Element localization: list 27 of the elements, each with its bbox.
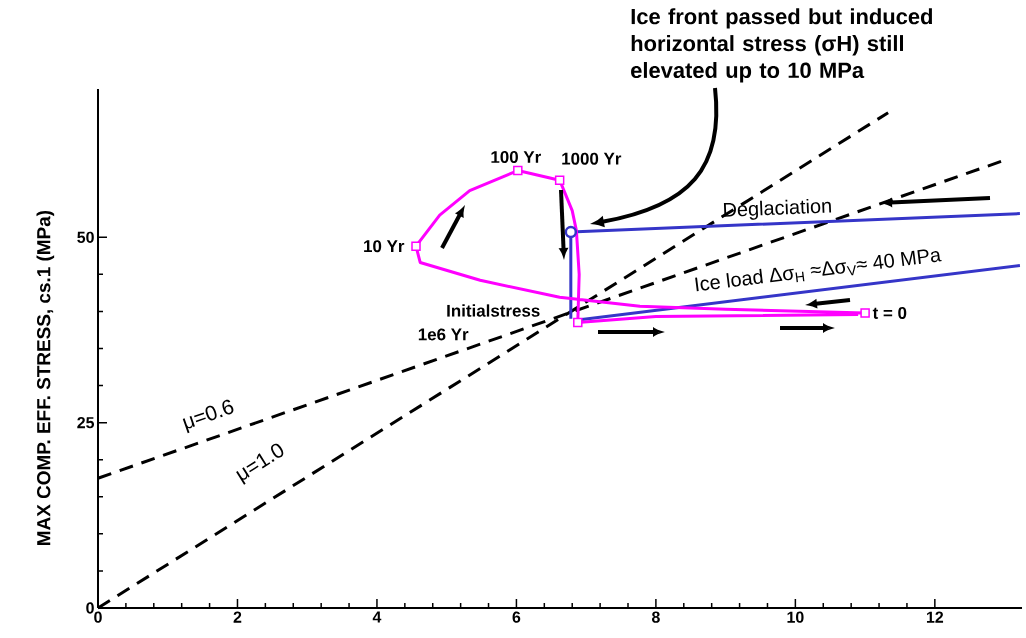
- point: [411, 241, 421, 251]
- y-tick-label: 0: [86, 602, 94, 614]
- annotation: t = 0: [872, 306, 907, 319]
- annotation: 1000 Yr: [562, 152, 622, 165]
- annotation: 100 Yr: [491, 151, 541, 164]
- x-tick-label: 10: [787, 611, 804, 623]
- point: [554, 175, 565, 185]
- annotation: Initialstress: [447, 304, 540, 317]
- y-tick-label: 25: [77, 417, 95, 429]
- x-tick-label: 8: [651, 611, 660, 623]
- point: [860, 308, 870, 318]
- text: Ice front passed but induced horizontal stress (σH) still elevated up to 10 MPa: [631, 8, 932, 83]
- annotation: 10 Yr: [364, 240, 405, 253]
- annotation: 1e6 Yr: [418, 328, 469, 341]
- x-tick-label: 6: [512, 611, 521, 623]
- y-axis-title: MAX COMP. EFF. STRESS, cs.1 (MPa): [36, 210, 55, 545]
- text: Ice load Δσ$_{H}$ ≈Δσ$_{V}$≈ 40 MPa: [695, 249, 942, 292]
- series-label: Deglaciation: [723, 198, 832, 220]
- x-tick-label: 4: [372, 611, 382, 623]
- point: [513, 165, 523, 176]
- x-tick-label: 12: [926, 611, 944, 623]
- y-tick-label: 50: [77, 231, 94, 243]
- text: μ=0.6: [182, 399, 234, 434]
- x-tick-label: 0: [94, 611, 102, 623]
- point: [564, 225, 578, 239]
- x-tick-label: 2: [233, 611, 242, 623]
- point: [573, 317, 583, 328]
